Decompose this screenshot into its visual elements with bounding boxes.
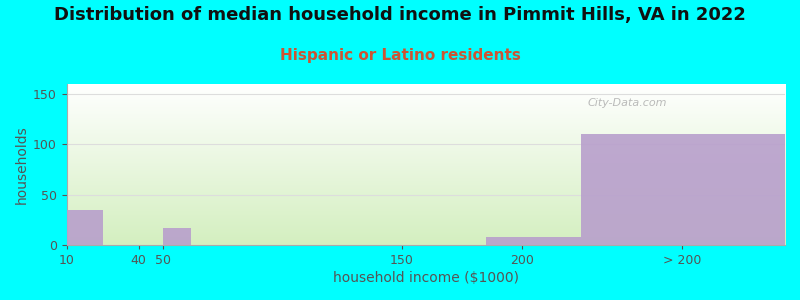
Y-axis label: households: households bbox=[15, 125, 29, 204]
Bar bbox=[162, 228, 191, 245]
Text: Distribution of median household income in Pimmit Hills, VA in 2022: Distribution of median household income … bbox=[54, 6, 746, 24]
X-axis label: household income ($1000): household income ($1000) bbox=[333, 271, 519, 285]
Text: Hispanic or Latino residents: Hispanic or Latino residents bbox=[279, 48, 521, 63]
Bar bbox=[582, 134, 785, 245]
Text: City-Data.com: City-Data.com bbox=[587, 98, 666, 108]
Bar bbox=[486, 237, 582, 245]
Bar bbox=[66, 210, 102, 245]
